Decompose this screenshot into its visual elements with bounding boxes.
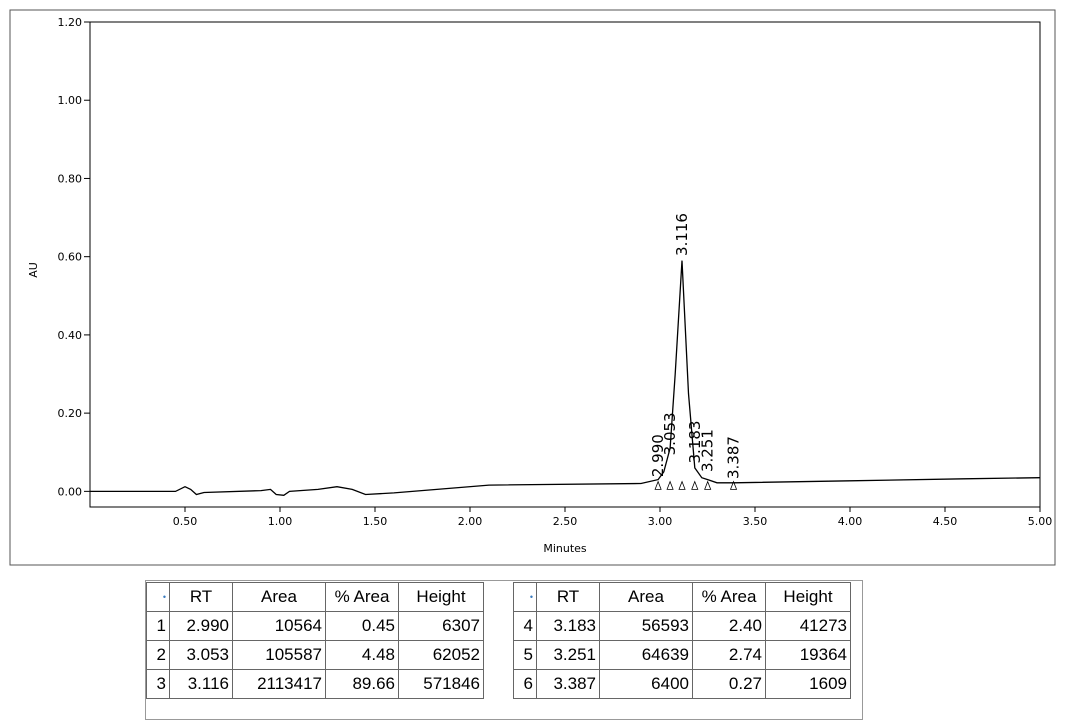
cell: 2113417 <box>232 669 326 699</box>
x-tick-label: 5.00 <box>1028 515 1053 528</box>
row-icon: • <box>146 582 170 612</box>
data-row: 4 3.183 56593 2.40 41273 <box>513 611 851 641</box>
results-table: • RT Area% Area Height 1 2.990 10564 0.45 6307 2 3… <box>146 582 484 699</box>
cell: 62052 <box>398 640 484 670</box>
peak-marker <box>678 480 686 490</box>
cell: 6 <box>513 669 537 699</box>
cell: 0.45 <box>325 611 399 641</box>
peak-label: 3.053 <box>661 412 679 455</box>
x-tick-label: 2.50 <box>553 515 578 528</box>
peak-marker <box>654 480 662 490</box>
results-table: • RT Area% Area Height 4 3.183 56593 2.40 41273 5… <box>513 582 851 699</box>
chart: AU Minutes 0.00 0.20 0.40 0.60 0.80 1.00 1.20 0… <box>9 9 1056 566</box>
x-axis-label: Minutes <box>543 542 587 555</box>
x-tick-label: 1.50 <box>363 515 388 528</box>
y-tick-label: 1.00 <box>58 94 83 107</box>
peak-marker <box>691 480 699 490</box>
header-cell: Height <box>398 582 484 612</box>
header-row: • RT Area% Area Height <box>513 582 851 612</box>
x-tick-label: 3.00 <box>648 515 673 528</box>
data-row: 3 3.116 2113417 89.66 571846 <box>146 669 484 699</box>
y-tick-label: 0.60 <box>58 251 83 264</box>
y-tick-label: 0.20 <box>58 407 83 420</box>
peak-label: 3.183 <box>686 421 704 464</box>
cell: 105587 <box>232 640 326 670</box>
header-cell: Height <box>765 582 851 612</box>
y-axis-label: AU <box>27 262 40 278</box>
x-tick-label: 2.00 <box>458 515 483 528</box>
cell: 6307 <box>398 611 484 641</box>
cell: 6400 <box>599 669 693 699</box>
header-row: • RT Area% Area Height <box>146 582 484 612</box>
cell: 3.387 <box>536 669 600 699</box>
row-icon: • <box>513 582 537 612</box>
cell: 19364 <box>765 640 851 670</box>
cell: 4.48 <box>325 640 399 670</box>
x-tick-label: 4.00 <box>838 515 863 528</box>
data-row: 1 2.990 10564 0.45 6307 <box>146 611 484 641</box>
cell: 2 <box>146 640 170 670</box>
peak-marker <box>729 480 738 490</box>
peak-label: 3.116 <box>673 213 691 256</box>
cell: 3.183 <box>536 611 600 641</box>
y-tick-label: 0.80 <box>58 172 83 185</box>
header-cell: Area <box>599 582 693 612</box>
data-row: 5 3.251 64639 2.74 19364 <box>513 640 851 670</box>
peak-marker <box>666 480 674 490</box>
cell: 2.74 <box>692 640 766 670</box>
plot-frame <box>89 21 1041 508</box>
peak-label: 3.251 <box>699 429 717 472</box>
cell: 3.116 <box>169 669 233 699</box>
x-tick-label: 0.50 <box>173 515 198 528</box>
cell: 3.251 <box>536 640 600 670</box>
cell: 0.27 <box>692 669 766 699</box>
table-frame <box>145 580 863 720</box>
y-tick-label: 0.40 <box>58 329 83 342</box>
peak-marker <box>704 480 712 490</box>
header-cell: % Area <box>692 582 766 612</box>
cell: 571846 <box>398 669 484 699</box>
cell: 89.66 <box>325 669 399 699</box>
peak-label: 3.387 <box>725 436 743 479</box>
cell: 56593 <box>599 611 693 641</box>
cell: 3.053 <box>169 640 233 670</box>
header-cell: RT <box>169 582 233 612</box>
trace <box>90 260 1041 496</box>
header-cell: % Area <box>325 582 399 612</box>
cell: 1 <box>146 611 170 641</box>
peak-label: 2.990 <box>649 434 667 477</box>
cell: 41273 <box>765 611 851 641</box>
cell: 10564 <box>232 611 326 641</box>
cell: 2.40 <box>692 611 766 641</box>
y-tick-label: 1.20 <box>58 16 83 29</box>
cell: 1609 <box>765 669 851 699</box>
cell: 5 <box>513 640 537 670</box>
header-cell: RT <box>536 582 600 612</box>
cell: 3 <box>146 669 170 699</box>
header-cell: Area <box>232 582 326 612</box>
data-row: 2 3.053 105587 4.48 62052 <box>146 640 484 670</box>
cell: 64639 <box>599 640 693 670</box>
x-tick-label: 1.00 <box>268 515 293 528</box>
chart-border <box>9 9 1056 566</box>
y-tick-label: 0.00 <box>58 485 83 498</box>
x-tick-label: 4.50 <box>933 515 958 528</box>
cell: 4 <box>513 611 537 641</box>
x-tick-label: 3.50 <box>743 515 768 528</box>
data-row: 6 3.387 6400 0.27 1609 <box>513 669 851 699</box>
cell: 2.990 <box>169 611 233 641</box>
